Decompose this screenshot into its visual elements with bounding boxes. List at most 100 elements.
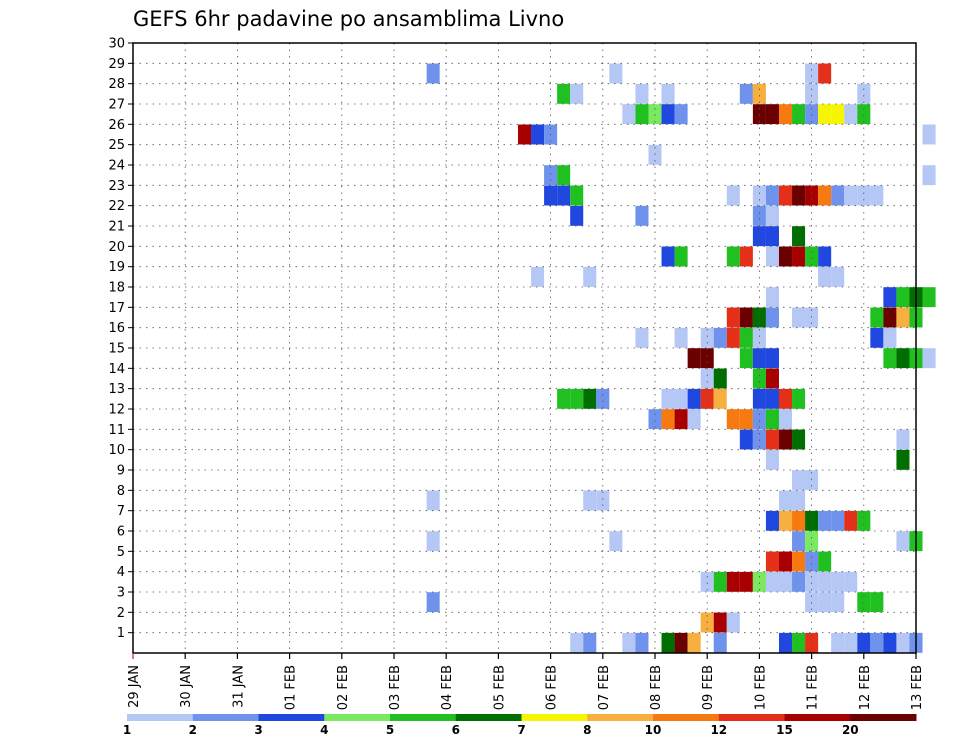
x-tick-label: 10 FEB [753, 665, 768, 710]
precip-cell [557, 83, 571, 104]
precip-cell [765, 510, 779, 531]
precip-cell [752, 429, 766, 450]
precip-cell [792, 226, 806, 247]
precip-cell [739, 571, 753, 592]
x-tick-label: 02 FEB [336, 665, 351, 710]
precip-cell [426, 531, 440, 552]
precip-cell [805, 470, 819, 491]
precip-cell [765, 409, 779, 430]
precip-cell [844, 510, 858, 531]
precip-cell [726, 612, 740, 633]
precip-cell [752, 327, 766, 348]
precip-cell [805, 571, 819, 592]
precip-cell [831, 632, 845, 653]
precip-cell [805, 185, 819, 206]
precip-cell [805, 510, 819, 531]
precip-cell [922, 165, 936, 186]
precip-cell [713, 388, 727, 409]
precip-cell [661, 409, 675, 430]
colorbar-swatch [127, 714, 194, 721]
precip-cell [687, 348, 701, 369]
y-tick-label: 5 [117, 545, 125, 560]
precip-cell [713, 632, 727, 653]
precip-cell [739, 348, 753, 369]
colorbar-swatch [455, 714, 522, 721]
colorbar-swatch [850, 714, 917, 721]
precip-cell [765, 185, 779, 206]
precip-cell [622, 632, 636, 653]
precip-cell [818, 104, 832, 125]
precip-cell [726, 409, 740, 430]
precip-cell [596, 388, 610, 409]
precip-cell [778, 246, 793, 267]
precip-cell [870, 592, 884, 613]
x-tick-label: 30 JAN [179, 665, 194, 708]
precip-cell [531, 266, 545, 287]
precip-cell [765, 307, 779, 328]
precip-cell [570, 388, 584, 409]
precip-cell [778, 551, 793, 572]
precip-cell [792, 185, 806, 206]
colorbar-swatch [324, 714, 391, 721]
y-tick-label: 9 [117, 464, 125, 479]
precip-cell [426, 592, 440, 613]
y-tick-label: 14 [108, 362, 125, 377]
y-axis: 1234567891011121314151617181920212223242… [108, 37, 133, 641]
y-tick-label: 18 [108, 281, 125, 296]
precip-cell [557, 165, 571, 186]
precip-cell [844, 185, 858, 206]
x-tick-label: 29 JAN [127, 665, 142, 708]
precip-cell [570, 83, 584, 104]
precip-cell [792, 104, 806, 125]
precip-cell [870, 632, 884, 653]
precip-cell [765, 388, 779, 409]
y-tick-label: 29 [108, 57, 125, 72]
colorbar: 1 2 3 4 5 6 7 8 10 12 15 20 [123, 714, 917, 737]
precip-cell [792, 490, 806, 511]
precip-cell [778, 490, 793, 511]
precip-cell [857, 83, 871, 104]
x-tick-label: 06 FEB [545, 665, 560, 710]
precip-cell [752, 348, 766, 369]
precip-cell [870, 327, 884, 348]
precip-cell [765, 429, 779, 450]
y-tick-label: 27 [108, 98, 125, 113]
precip-cell [661, 104, 675, 125]
colorbar-swatch [258, 714, 325, 721]
precip-cell [831, 104, 845, 125]
precip-cell [700, 348, 714, 369]
y-tick-label: 12 [108, 403, 125, 418]
precip-cell [896, 531, 910, 552]
colorbar-label: 1 [123, 723, 131, 737]
precip-cell [674, 104, 688, 125]
y-tick-label: 30 [108, 37, 125, 52]
precip-cell [583, 632, 597, 653]
precip-cell [792, 246, 806, 267]
precip-cell [622, 104, 636, 125]
precip-cell [426, 490, 440, 511]
precip-cell [609, 63, 623, 84]
colorbar-label: 12 [710, 723, 727, 737]
precip-cell [700, 368, 714, 389]
precip-cell [648, 409, 662, 430]
colorbar-label: 10 [645, 723, 662, 737]
precip-cell [765, 571, 779, 592]
precip-cell [700, 388, 714, 409]
colorbar-label: 6 [452, 723, 460, 737]
precip-cell [713, 368, 727, 389]
precip-cell [922, 124, 936, 145]
precip-cell [687, 388, 701, 409]
y-tick-label: 22 [108, 199, 125, 214]
precip-cell [792, 632, 806, 653]
colorbar-label: 20 [842, 723, 859, 737]
colorbar-swatch [192, 714, 259, 721]
y-tick-label: 16 [108, 321, 125, 336]
precip-cell [922, 348, 936, 369]
precip-cell [831, 592, 845, 613]
x-tick-label: 31 JAN [231, 665, 246, 708]
y-tick-label: 23 [108, 179, 125, 194]
precip-cell [765, 551, 779, 572]
precip-cell [883, 348, 897, 369]
colorbar-swatch [390, 714, 457, 721]
precip-cell [661, 632, 675, 653]
